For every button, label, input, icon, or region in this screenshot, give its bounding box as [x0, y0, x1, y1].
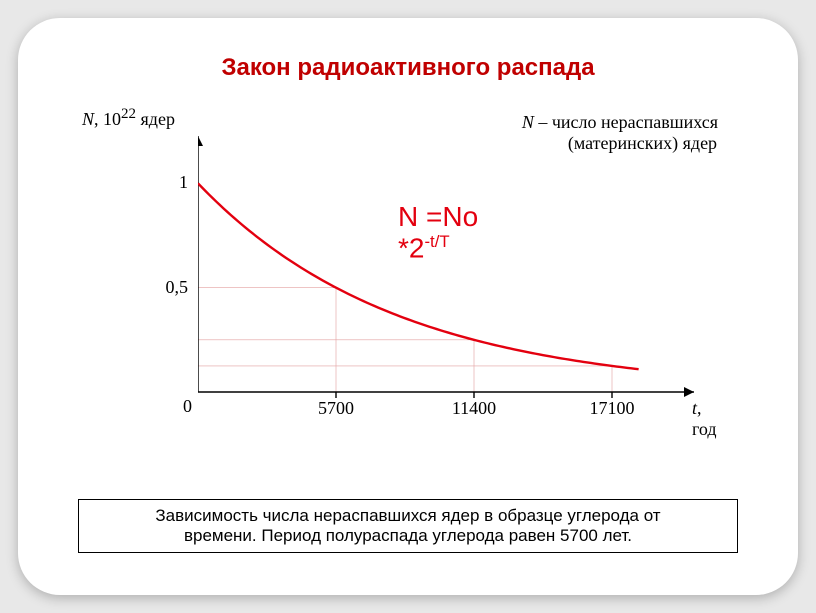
- formula-exp: -t/T: [424, 232, 449, 251]
- y-axis-title: N, 1022 ядер: [82, 106, 175, 130]
- tick-label: 5700: [318, 398, 354, 419]
- plot: 0,51057001140017100t, год: [198, 132, 698, 422]
- legend-dash: –: [538, 112, 547, 132]
- legend-line1: число нераспавшихся: [552, 112, 718, 132]
- slide-frame: Закон радиоактивного распада N, 1022 яде…: [18, 18, 798, 595]
- caption-box: Зависимость числа нераспавшихся ядер в о…: [78, 499, 738, 553]
- y-exp-sup: 22: [121, 106, 136, 122]
- chart-area: N, 1022 ядер N – число нераспавшихся (ма…: [58, 106, 758, 466]
- caption-line2: времени. Период полураспада углерода рав…: [184, 526, 632, 545]
- tick-label: 0,5: [148, 277, 188, 298]
- tick-label: 17100: [590, 398, 635, 419]
- caption-line1: Зависимость числа нераспавшихся ядер в о…: [155, 506, 660, 525]
- chart-svg: [198, 132, 698, 422]
- y-exp-base: 10: [103, 109, 121, 129]
- tick-label: 11400: [452, 398, 496, 419]
- tick-label: 0: [152, 396, 192, 417]
- y-var: N: [82, 109, 94, 129]
- y-sep: ,: [94, 109, 103, 129]
- tick-label: 1: [148, 172, 188, 193]
- y-unit: ядер: [136, 109, 175, 129]
- decay-formula: N =No *2-t/T: [398, 202, 478, 264]
- formula-lhs: N =No: [398, 201, 478, 232]
- formula-star-base: *2: [398, 232, 424, 263]
- legend-var: N: [522, 112, 534, 132]
- slide-title: Закон радиоактивного распада: [58, 54, 758, 82]
- x-axis-title: t, год: [692, 398, 717, 440]
